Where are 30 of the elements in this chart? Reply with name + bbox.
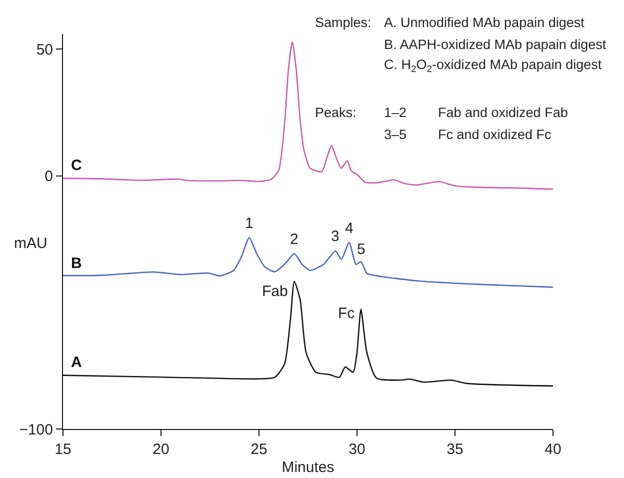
annotation: 3–5 xyxy=(384,127,407,142)
annotation: Fc and oxidized Fc xyxy=(438,127,552,142)
annotation: B. AAPH-oxidized MAb papain digest xyxy=(384,37,606,52)
annotation: Fab xyxy=(262,283,288,300)
annotation: 2 xyxy=(290,231,298,248)
x-tick-label: 35 xyxy=(446,441,464,458)
series-label: B xyxy=(71,255,82,272)
series-label: A xyxy=(71,354,82,371)
y-tick-label: 50 xyxy=(36,41,53,58)
x-tick-label: 20 xyxy=(152,441,170,458)
y-tick-label: −100 xyxy=(19,421,53,438)
y-axis-title: mAU xyxy=(14,235,48,252)
annotation: 5 xyxy=(357,241,366,258)
annotation: 1 xyxy=(245,215,254,232)
series-label: C xyxy=(71,157,82,174)
x-axis-title: Minutes xyxy=(282,459,334,476)
x-tick-label: 40 xyxy=(544,441,562,458)
x-tick-label: 25 xyxy=(250,441,268,458)
annotation: Fc xyxy=(338,305,356,322)
x-tick-label: 30 xyxy=(348,441,366,458)
y-tick-label: 0 xyxy=(44,168,53,186)
annotation: 1–2 xyxy=(384,105,407,120)
annotation: 3 xyxy=(331,228,340,245)
x-tick-label: 15 xyxy=(54,441,72,458)
text: A. Unmodified MAb papain digest xyxy=(384,15,585,30)
annotation: C. H$_{2}$O$_{2}$-oxidized MAb papain digest xyxy=(384,57,602,75)
annotation: Peaks: xyxy=(315,105,356,120)
annotation: Fab and oxidized Fab xyxy=(438,105,568,120)
text: Samples: xyxy=(315,15,372,30)
annotation: 4 xyxy=(345,220,354,237)
